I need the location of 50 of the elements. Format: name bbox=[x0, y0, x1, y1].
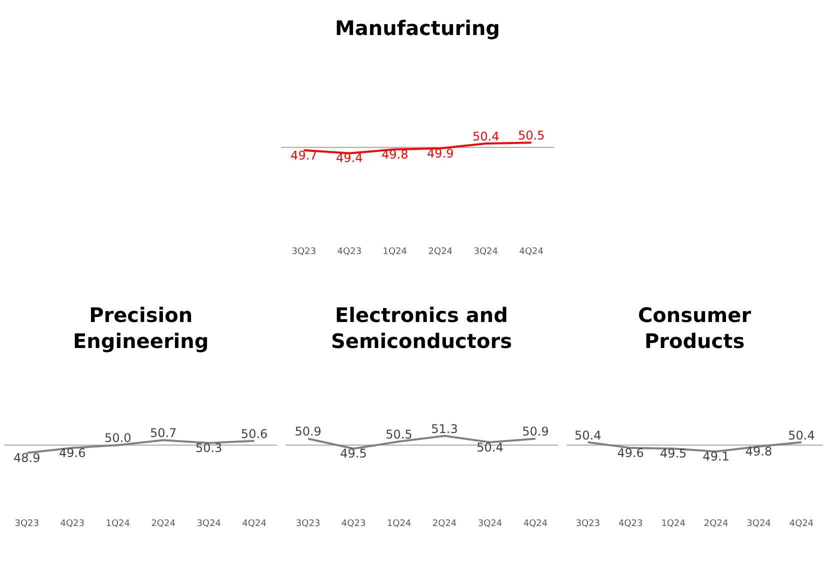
x-tick-label: 3Q24 bbox=[474, 246, 498, 257]
x-tick-label: 3Q23 bbox=[296, 518, 320, 529]
data-label: 50.4 bbox=[476, 440, 504, 454]
x-tick-label: 2Q24 bbox=[704, 518, 728, 529]
x-tick-label: 3Q23 bbox=[576, 518, 600, 529]
x-tick-label: 1Q24 bbox=[382, 246, 408, 257]
data-label: 48.9 bbox=[14, 450, 40, 465]
x-tick-label: 3Q23 bbox=[14, 518, 40, 529]
data-label: 49.6 bbox=[617, 446, 644, 460]
x-tick-label: 2Q24 bbox=[151, 518, 176, 529]
data-label: 49.4 bbox=[336, 151, 363, 166]
data-label: 49.9 bbox=[427, 146, 454, 160]
x-tick-label: 3Q23 bbox=[292, 246, 316, 257]
x-tick-label: 1Q24 bbox=[661, 518, 686, 529]
x-tick-label: 4Q23 bbox=[337, 246, 362, 257]
data-label: 50.9 bbox=[294, 424, 322, 439]
x-tick-label: 3Q24 bbox=[478, 518, 502, 529]
x-tick-label: 4Q23 bbox=[618, 518, 643, 529]
x-tick-label: 4Q24 bbox=[519, 246, 544, 257]
x-tick-label: 4Q23 bbox=[60, 518, 84, 529]
x-tick-label: 4Q24 bbox=[523, 518, 548, 529]
data-label: 51.3 bbox=[431, 422, 458, 436]
chart-title: Consumer Products bbox=[638, 303, 752, 353]
data-label: 49.6 bbox=[59, 446, 86, 460]
data-label: 50.4 bbox=[788, 428, 815, 442]
data-label: 50.5 bbox=[386, 428, 412, 442]
data-label: 50.0 bbox=[104, 431, 132, 446]
x-tick-label: 4Q24 bbox=[242, 518, 267, 529]
data-label: 49.5 bbox=[660, 446, 687, 461]
data-label: 50.7 bbox=[150, 426, 177, 440]
data-label: 50.3 bbox=[195, 440, 222, 455]
x-tick-label: 4Q24 bbox=[789, 518, 814, 529]
chart-title: Electronics and Semiconductors bbox=[331, 303, 512, 353]
x-tick-label: 1Q24 bbox=[386, 518, 412, 529]
data-label: 50.4 bbox=[472, 130, 500, 144]
data-label: 49.8 bbox=[745, 444, 772, 459]
data-label: 49.1 bbox=[702, 449, 730, 464]
x-tick-label: 3Q24 bbox=[196, 518, 222, 529]
data-label: 50.4 bbox=[574, 428, 602, 442]
data-label: 50.5 bbox=[518, 128, 545, 143]
data-label: 50.9 bbox=[522, 424, 549, 439]
data-label: 50.6 bbox=[240, 426, 268, 441]
x-tick-label: 3Q24 bbox=[746, 518, 772, 529]
x-tick-label: 1Q24 bbox=[106, 518, 130, 529]
x-tick-label: 4Q23 bbox=[341, 518, 366, 529]
x-tick-label: 2Q24 bbox=[432, 518, 457, 529]
chart-title: Precision Engineering bbox=[73, 303, 209, 353]
chart-title: Manufacturing bbox=[335, 16, 500, 40]
data-label: 49.5 bbox=[340, 446, 367, 461]
x-tick-label: 2Q24 bbox=[428, 246, 453, 257]
